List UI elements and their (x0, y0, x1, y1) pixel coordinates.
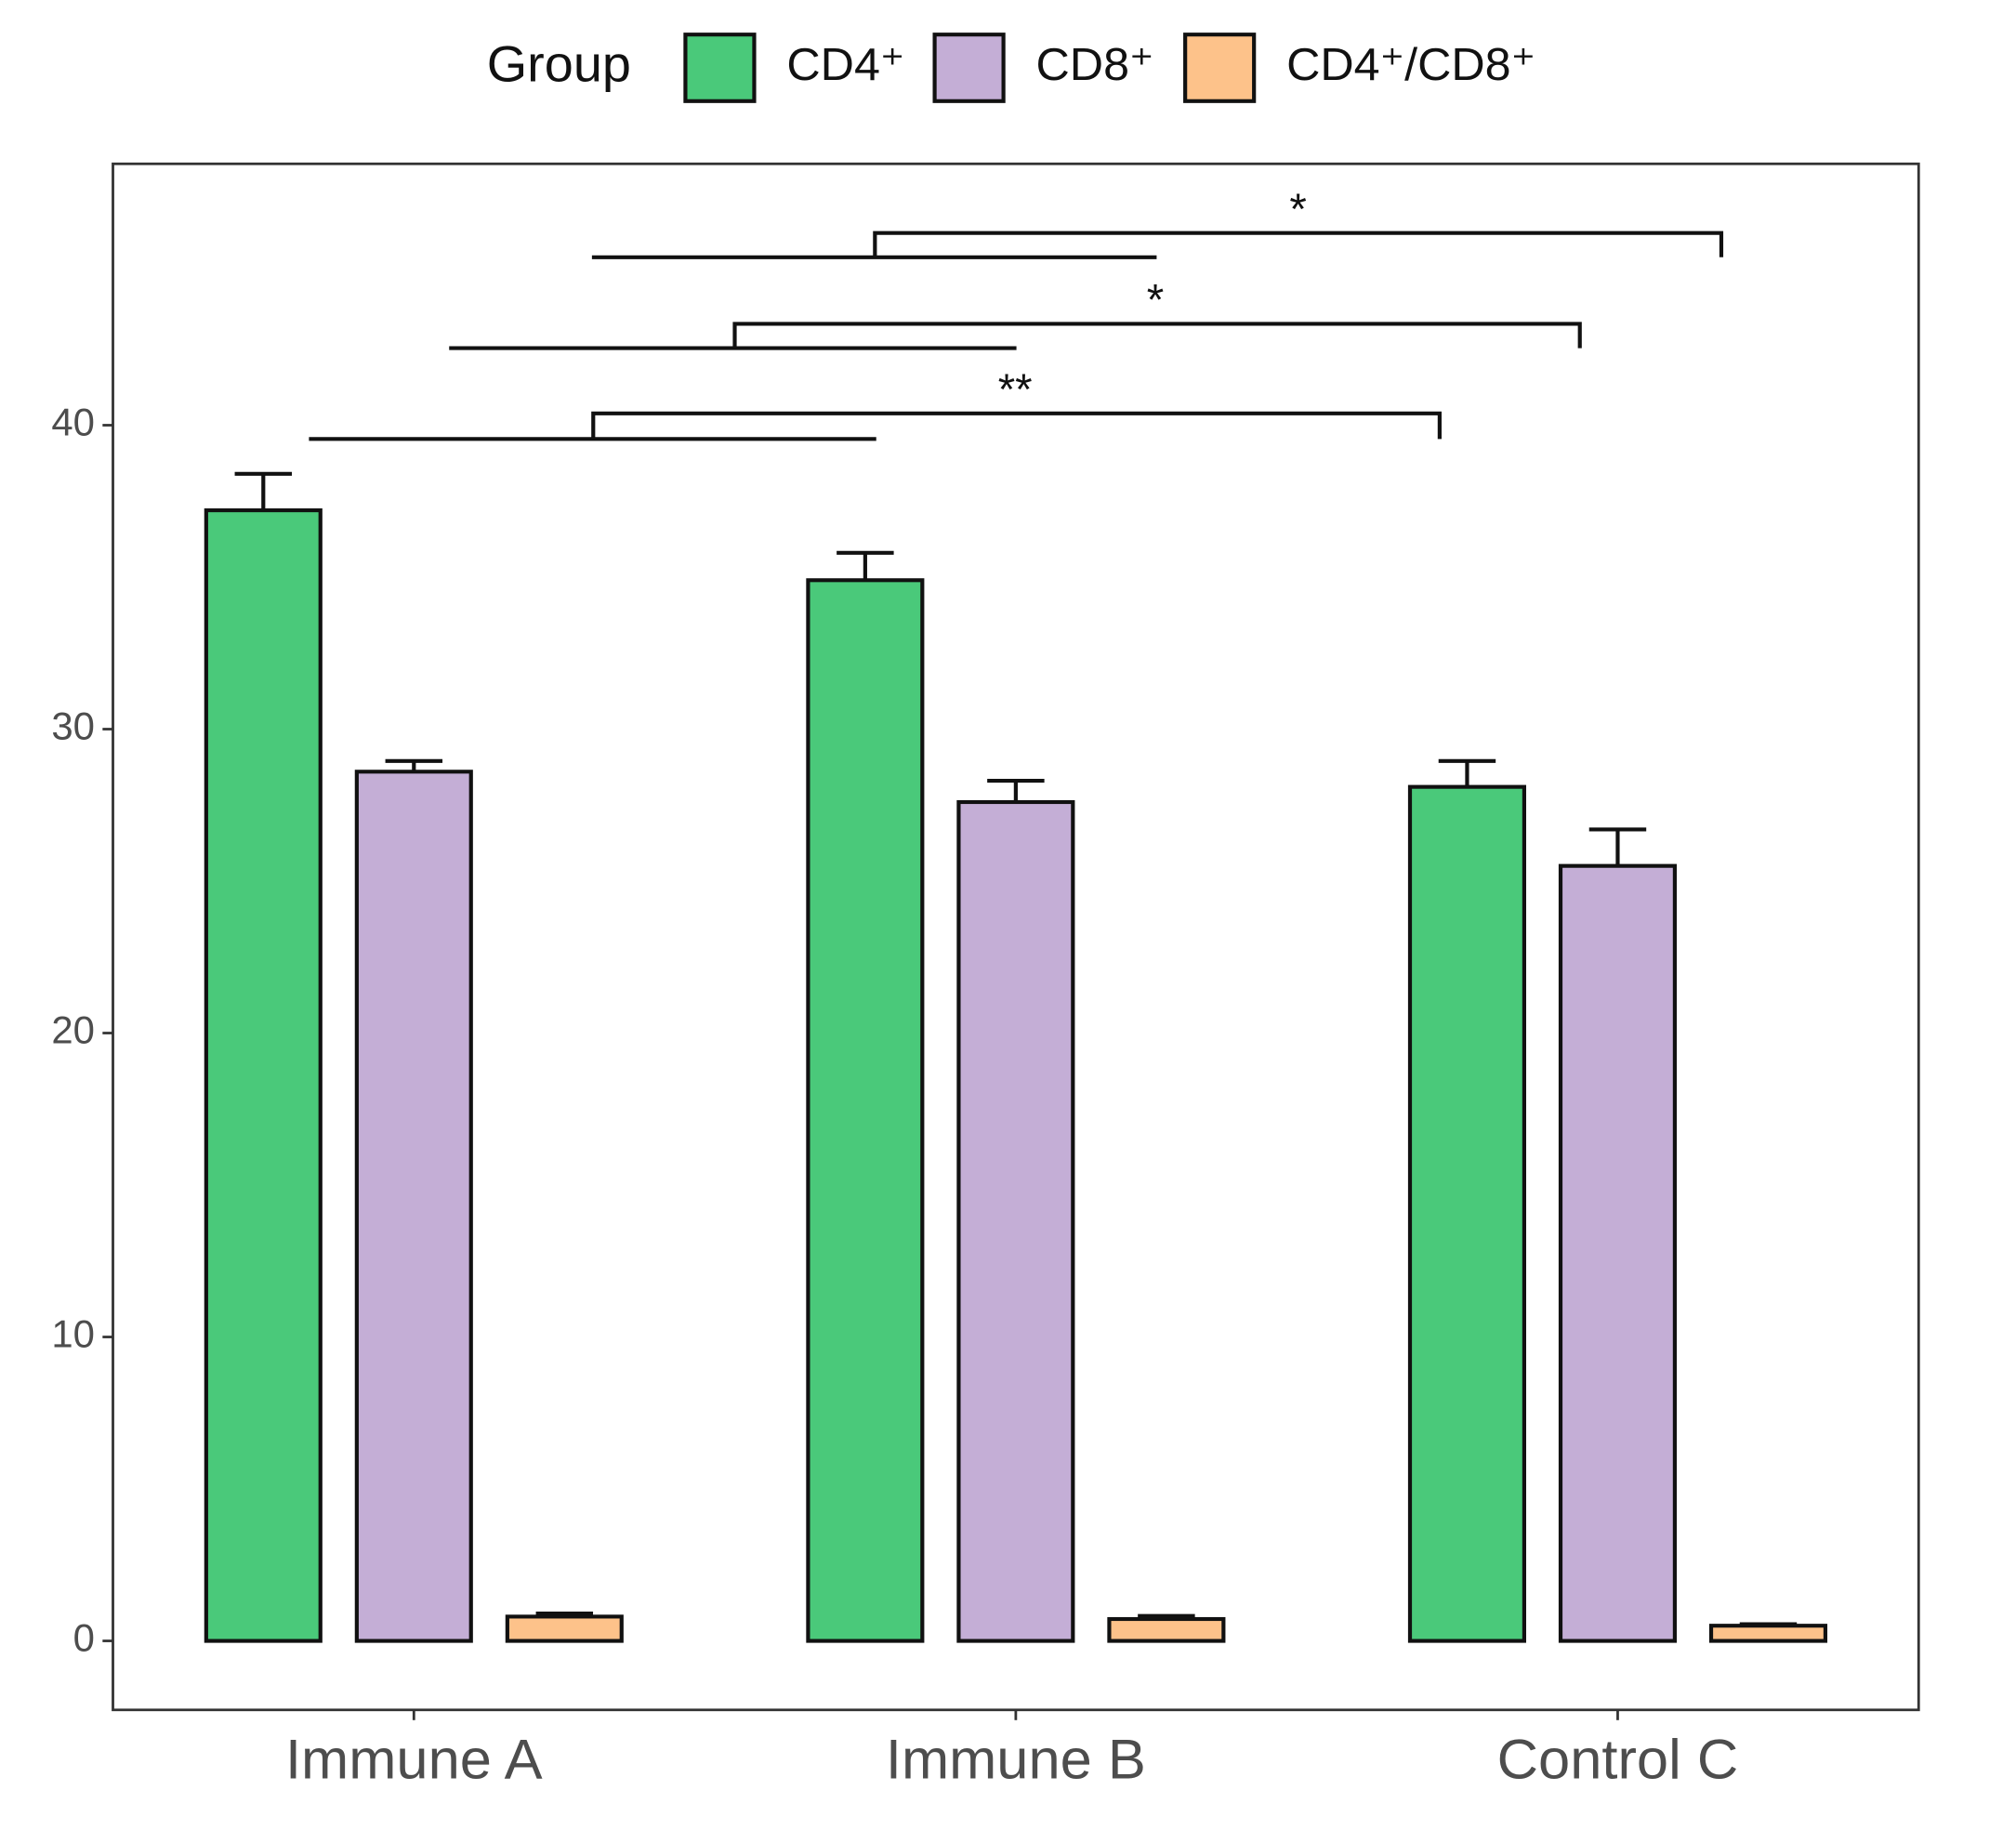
bar (1107, 1616, 1226, 1643)
bar (1708, 1624, 1828, 1643)
bar (806, 578, 925, 1643)
significance-label: ** (998, 364, 1033, 414)
bar (1558, 863, 1678, 1643)
significance-label: * (1289, 184, 1306, 233)
significance-bracket (449, 322, 1582, 350)
y-tick-label: 30 (51, 704, 95, 748)
x-tick-label: Immune B (886, 1728, 1146, 1791)
legend-label: CD4⁺/CD8⁺ (1286, 38, 1535, 90)
legend-title: Group (487, 35, 631, 93)
x-tick-label: Control C (1497, 1728, 1739, 1791)
bar (1407, 784, 1526, 1643)
legend-swatch (932, 33, 1006, 103)
significance-label: * (1147, 275, 1164, 324)
bar (354, 770, 473, 1643)
bar (505, 1614, 624, 1643)
y-tick-label: 40 (51, 401, 95, 444)
bar (956, 799, 1075, 1643)
significance-bracket (309, 411, 1442, 441)
y-tick-label: 10 (51, 1312, 95, 1356)
significance-bracket (591, 230, 1724, 259)
y-tick-label: 0 (73, 1616, 95, 1660)
legend-swatch (683, 33, 757, 103)
x-tick-label: Immune A (285, 1728, 543, 1791)
legend-label: CD4⁺ (786, 38, 904, 90)
legend-label: CD8⁺ (1036, 38, 1154, 90)
bar (204, 507, 323, 1643)
y-tick-label: 20 (51, 1008, 95, 1052)
legend-swatch (1183, 33, 1257, 103)
